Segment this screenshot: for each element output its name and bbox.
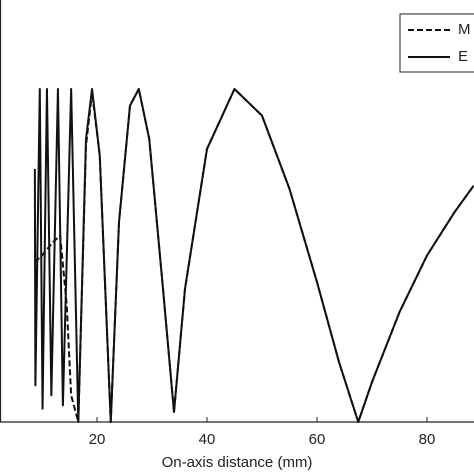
x-axis-label: On-axis distance (mm) <box>162 454 313 471</box>
series-line <box>33 88 474 423</box>
legend-label: M <box>458 21 471 38</box>
x-tick-label: 60 <box>309 431 326 448</box>
legend-label: E <box>458 48 468 65</box>
x-tick-label: 40 <box>199 431 216 448</box>
x-tick-label: 80 <box>419 431 436 448</box>
legend-box <box>399 13 474 73</box>
x-tick-label: 20 <box>89 431 106 448</box>
